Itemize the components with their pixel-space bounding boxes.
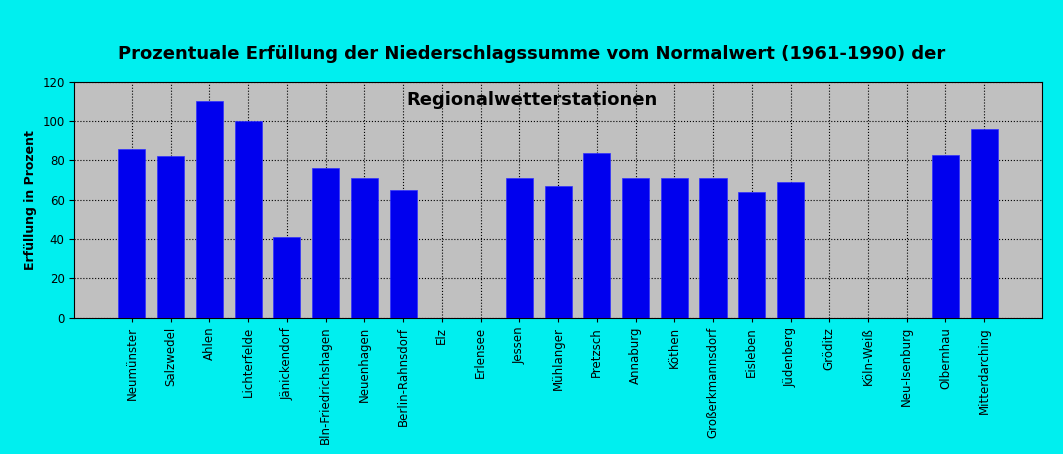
Bar [932, 154, 959, 318]
Bar [351, 178, 378, 318]
Bar [506, 178, 533, 318]
Text: Regionalwetterstationen: Regionalwetterstationen [406, 91, 657, 109]
Bar [118, 148, 146, 318]
Bar [777, 182, 804, 318]
Y-axis label: Erfüllung in Prozent: Erfüllung in Prozent [23, 130, 37, 270]
Bar [273, 237, 301, 318]
Bar [196, 101, 223, 318]
Bar [971, 129, 998, 318]
Bar [544, 186, 572, 318]
Bar [661, 178, 688, 318]
Bar [313, 168, 339, 318]
Bar [738, 192, 765, 318]
Bar [389, 190, 417, 318]
Bar [622, 178, 649, 318]
Bar [699, 178, 727, 318]
Text: Prozentuale Erfüllung der Niederschlagssumme vom Normalwert (1961-1990) der: Prozentuale Erfüllung der Niederschlagss… [118, 45, 945, 64]
Bar [157, 157, 184, 318]
Bar [235, 121, 261, 318]
Bar [584, 153, 610, 318]
